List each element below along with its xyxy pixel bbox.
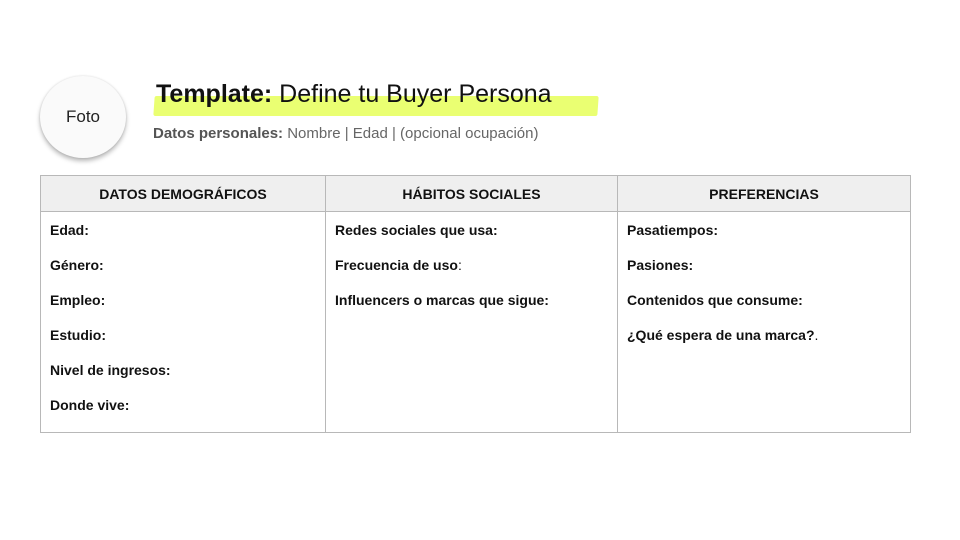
demographics-cell: Edad: Género: Empleo: Estudio: Nivel de … (40, 211, 326, 433)
field-contenidos: Contenidos que consume: (627, 292, 803, 308)
column-header-preferences: PREFERENCIAS (617, 175, 911, 212)
field-expectativa-marca-label: ¿Qué espera de una marca? (627, 327, 815, 343)
persona-table: DATOS DEMOGRÁFICOS HÁBITOS SOCIALES PREF… (40, 175, 911, 433)
field-donde-vive: Donde vive: (50, 397, 130, 413)
field-expectativa-marca: ¿Qué espera de una marca?. (627, 327, 901, 362)
column-header-social-habits: HÁBITOS SOCIALES (325, 175, 618, 212)
field-redes-sociales: Redes sociales que usa: (335, 222, 498, 238)
title-rest: Define tu Buyer Persona (272, 80, 552, 108)
field-expectativa-marca-suffix: . (814, 327, 819, 343)
field-nivel-ingresos: Nivel de ingresos: (50, 362, 171, 378)
preferences-cell: Pasatiempos: Pasiones: Contenidos que co… (617, 211, 911, 433)
photo-placeholder: Foto (40, 76, 126, 158)
table-header-row: DATOS DEMOGRÁFICOS HÁBITOS SOCIALES PREF… (40, 175, 911, 212)
field-estudio: Estudio: (50, 327, 106, 343)
subtitle-rest: Nombre | Edad | (opcional ocupación) (283, 125, 539, 142)
field-edad: Edad: (50, 222, 89, 238)
column-header-demographics: DATOS DEMOGRÁFICOS (40, 175, 326, 212)
field-frecuencia-uso: Frecuencia de uso: (335, 257, 608, 292)
field-empleo: Empleo: (50, 292, 106, 308)
field-pasatiempos: Pasatiempos: (627, 222, 719, 238)
social-habits-cell: Redes sociales que usa: Frecuencia de us… (325, 211, 618, 433)
page-title: Template: Define tu Buyer Persona (156, 80, 552, 109)
subtitle-bold: Datos personales: (153, 125, 284, 142)
title-bold: Template: (156, 80, 273, 108)
photo-label: Foto (65, 107, 101, 126)
field-influencers: Influencers o marcas que sigue: (335, 292, 549, 308)
field-genero: Género: (50, 257, 104, 273)
field-pasiones: Pasiones: (627, 257, 694, 273)
field-frecuencia-uso-suffix: : (457, 257, 462, 273)
field-frecuencia-uso-label: Frecuencia de uso (335, 257, 458, 273)
table-body-row: Edad: Género: Empleo: Estudio: Nivel de … (40, 211, 911, 433)
page-subtitle: Datos personales: Nombre | Edad | (opcio… (153, 125, 538, 142)
